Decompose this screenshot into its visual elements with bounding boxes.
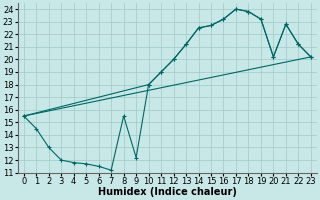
X-axis label: Humidex (Indice chaleur): Humidex (Indice chaleur) [98, 187, 237, 197]
